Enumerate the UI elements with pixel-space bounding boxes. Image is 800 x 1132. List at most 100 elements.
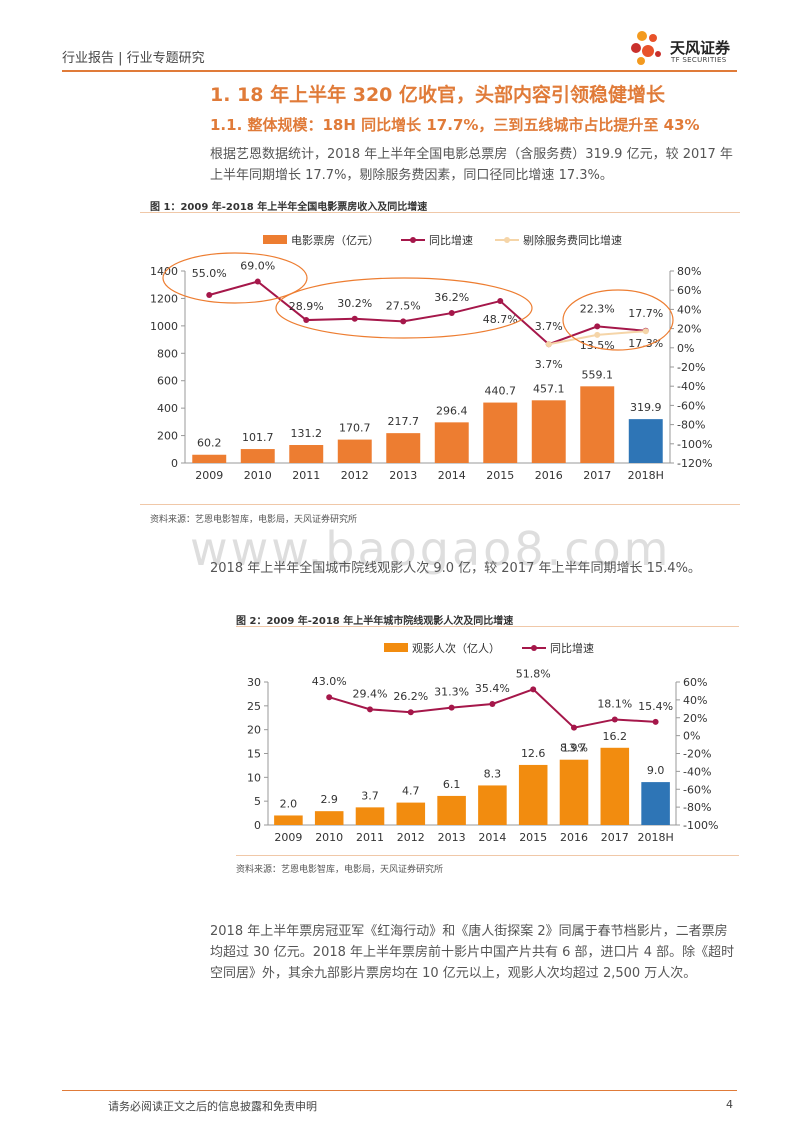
bar: [518, 764, 548, 825]
x-tick-label: 2012: [341, 469, 369, 482]
series-point: [652, 718, 659, 725]
y-right-tick-label: -60%: [677, 399, 705, 412]
y-left-tick-label: 0: [171, 457, 178, 470]
figure-2-top-rule: [236, 626, 739, 627]
bar: [628, 419, 663, 463]
series-point: [571, 724, 577, 731]
y-right-tick-label: -100%: [683, 819, 718, 832]
figure-2-bottom-rule: [236, 855, 739, 856]
x-tick-label: 2009: [274, 831, 302, 844]
bar-value-label: 8.3: [484, 767, 502, 780]
x-tick-label: 2011: [292, 469, 320, 482]
series-point: [448, 704, 455, 711]
legend-label: 观影人次（亿人）: [412, 641, 500, 655]
legend-marker: [504, 237, 510, 243]
report-header: 行业报告 | 行业专题研究: [62, 51, 205, 66]
line-value-label: 29.4%: [353, 687, 388, 700]
legend-label: 同比增速: [550, 641, 594, 655]
series-point: [303, 317, 310, 324]
y-right-tick-label: 20%: [683, 712, 707, 725]
bar-value-label: 16.2: [603, 730, 628, 743]
y-left-tick-label: 400: [157, 402, 178, 415]
y-right-tick-label: -40%: [683, 765, 711, 778]
y-left-tick-label: 25: [247, 700, 261, 713]
box-office-chart: 电影票房（亿元） 同比增速 剔除服务费同比增速 0 200 400 600 800 1000 12…: [150, 233, 712, 482]
legend-label: 同比增速: [429, 233, 473, 247]
series-point: [400, 318, 407, 325]
company-logo: [628, 28, 738, 68]
footer-divider: [62, 1090, 737, 1091]
x-tick-label: 2017: [583, 469, 611, 482]
y-right-tick-label: 40%: [677, 303, 701, 316]
series-point: [594, 331, 601, 338]
bar-value-label: 217.7: [388, 415, 420, 428]
y-right-tick-label: -100%: [677, 438, 712, 451]
section-heading: 1. 18 年上半年 320 亿收官，头部内容引领稳健增长: [210, 84, 665, 106]
y-left-tick-label: 1000: [150, 320, 178, 333]
body-paragraph: 2018 年上半年全国城市院线观影人次 9.0 亿，较 2017 年上半年同期增…: [210, 561, 701, 576]
y-right-tick-label: -80%: [683, 801, 711, 814]
footer-disclaimer: 请务必阅读正文之后的信息披露和免责申明: [108, 1100, 317, 1113]
series-point: [351, 315, 358, 322]
page-number: 4: [726, 1098, 733, 1111]
bar-value-label: 6.1: [443, 778, 461, 791]
x-tick-label: 2014: [478, 831, 506, 844]
legend-marker: [410, 237, 416, 243]
series-point: [594, 323, 601, 330]
y-right-tick-label: -20%: [677, 361, 705, 374]
y-right-tick-label: 80%: [677, 265, 701, 278]
line-value-label: 18.1%: [597, 697, 632, 710]
y-left-tick-label: 800: [157, 347, 178, 360]
y-right-tick-label: 40%: [683, 694, 707, 707]
line-value-label: 27.5%: [386, 299, 421, 312]
figure-2-source: 资料来源：艺恩电影智库，电影局，天风证券研究所: [236, 865, 444, 875]
series-point: [326, 694, 333, 701]
bar: [483, 402, 518, 463]
legend-label: 电影票房（亿元）: [291, 234, 379, 247]
series-line: [208, 280, 646, 346]
bar: [580, 386, 615, 463]
subsection-heading: 1.1. 整体规模：18H 同比增长 17.7%，三到五线城市占比提升至 43%: [210, 116, 700, 134]
y-left-tick-label: 200: [157, 430, 178, 443]
bar-value-label: 296.4: [436, 404, 468, 417]
y-left-tick-label: 1400: [150, 265, 178, 278]
series-point: [407, 709, 414, 716]
figure-1-title: 图 1：2009 年-2018 年上半年全国电影票房收入及同比增速: [150, 202, 428, 213]
series-point: [545, 341, 552, 348]
x-tick-label: 2009: [195, 469, 223, 482]
y-right-tick-label: 0%: [677, 342, 694, 355]
bar-value-label: 13.7: [562, 742, 587, 755]
bar-value-label: 2.9: [320, 793, 338, 806]
x-tick-label: 2010: [315, 831, 343, 844]
bar: [478, 785, 507, 825]
bar-value-label: 440.7: [485, 385, 517, 398]
y-left-tick-label: 15: [247, 748, 261, 761]
highlight-oval: [562, 289, 674, 351]
x-tick-label: 2012: [397, 831, 425, 844]
line-value-label: 17.3%: [628, 337, 663, 350]
x-tick-label: 2014: [438, 469, 466, 482]
x-tick-label: 2016: [535, 469, 563, 482]
series-point: [489, 700, 496, 707]
highlight-oval: [275, 277, 533, 339]
line-value-label: 48.7%: [483, 313, 518, 326]
bar: [559, 759, 589, 825]
series-point: [611, 716, 618, 723]
line-value-label: 69.0%: [240, 260, 275, 273]
line-value-label: 31.3%: [434, 686, 469, 699]
x-tick-label: 2015: [519, 831, 547, 844]
line-value-label: 3.7%: [535, 320, 563, 333]
bar-value-label: 170.7: [339, 422, 371, 435]
line-value-label: 3.7%: [535, 358, 563, 371]
series-point: [530, 686, 537, 693]
line-value-label: 22.3%: [580, 302, 615, 315]
bar: [240, 449, 275, 463]
y-left-tick-label: 10: [247, 771, 261, 784]
x-tick-label: 2015: [486, 469, 514, 482]
figure-2-title: 图 2：2009 年-2018 年上半年城市院线观影人次及同比增速: [236, 616, 514, 627]
line-value-label: 55.0%: [192, 267, 227, 280]
y-right-tick-label: 60%: [683, 676, 707, 689]
y-left-tick-label: 5: [254, 795, 261, 808]
series-point: [206, 292, 213, 298]
watermark: www.baogao8.com: [190, 522, 672, 576]
